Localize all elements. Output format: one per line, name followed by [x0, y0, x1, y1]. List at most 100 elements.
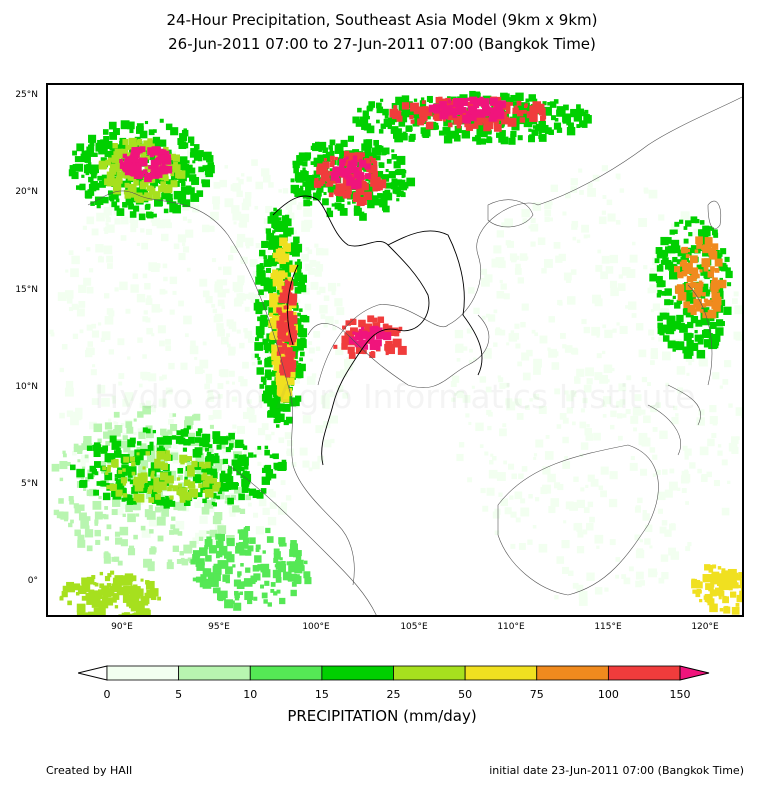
precip-cell	[165, 495, 169, 500]
precip-cell	[504, 218, 513, 228]
precip-cell	[702, 225, 710, 233]
precip-cell	[690, 250, 698, 258]
precip-cell	[73, 583, 81, 591]
precip-cell	[90, 369, 97, 376]
precip-cell	[83, 164, 93, 174]
precip-cell	[238, 493, 245, 501]
precip-cell	[121, 612, 128, 615]
precip-cell	[171, 435, 177, 440]
precip-cell	[177, 467, 184, 474]
precip-cell	[170, 172, 175, 177]
precip-cell	[641, 437, 651, 447]
precip-cell	[504, 382, 510, 388]
precip-cell	[218, 266, 222, 271]
precip-cell	[586, 572, 595, 581]
precip-cell	[309, 259, 317, 267]
precip-cell	[97, 438, 102, 443]
precip-cell	[317, 154, 324, 161]
precip-cell	[619, 188, 625, 193]
precip-cell	[193, 144, 200, 150]
precip-cell	[576, 124, 581, 129]
precip-cell	[280, 393, 290, 403]
precip-cell	[413, 98, 418, 102]
precip-cell	[583, 507, 590, 513]
precip-cell	[267, 411, 274, 418]
precip-cell	[136, 139, 141, 144]
precip-cell	[142, 405, 151, 415]
precip-cell	[334, 298, 343, 307]
precip-cell	[254, 353, 259, 358]
precip-cell	[602, 324, 607, 329]
precip-cell	[510, 130, 517, 138]
precip-cell	[134, 187, 143, 196]
precip-cell	[92, 444, 99, 451]
precip-cell	[685, 254, 690, 259]
precip-cell	[264, 272, 270, 279]
precip-cell	[297, 259, 301, 263]
precip-cell	[652, 303, 661, 311]
precip-cell	[275, 561, 285, 570]
precip-cell	[204, 545, 209, 550]
precip-cell	[709, 603, 718, 613]
precip-cell	[623, 577, 631, 585]
precip-cell	[475, 104, 480, 109]
precip-cell	[317, 455, 325, 463]
precip-cell	[268, 255, 273, 260]
precip-cell	[379, 198, 388, 208]
precip-cell	[224, 165, 229, 169]
precip-cell	[339, 207, 348, 216]
precip-cell	[232, 424, 237, 429]
precip-cell	[357, 107, 362, 113]
precip-cell	[717, 566, 722, 570]
precip-cell	[223, 468, 231, 476]
precip-cell	[155, 494, 161, 500]
precip-cell	[499, 382, 506, 389]
precip-cell	[159, 118, 164, 123]
precip-cell	[156, 219, 166, 229]
precip-cell	[262, 550, 266, 554]
precip-cell	[145, 451, 150, 456]
precip-cell	[86, 286, 94, 294]
precip-cell	[78, 300, 86, 308]
precip-cell	[496, 109, 503, 116]
precip-cell	[312, 192, 321, 201]
precip-cell	[219, 436, 229, 445]
precip-cell	[289, 543, 298, 552]
precip-cell	[443, 135, 453, 144]
precip-cell	[526, 349, 533, 357]
precip-cell	[696, 292, 701, 297]
lat-label-5n: 5°N	[21, 479, 38, 489]
precip-cell	[428, 99, 433, 104]
precip-cell	[420, 97, 425, 101]
precip-cell	[177, 475, 183, 481]
precip-cell	[241, 173, 245, 177]
precip-cell	[484, 120, 494, 130]
precip-cell	[202, 480, 210, 488]
precip-cell	[232, 462, 242, 472]
precip-cell	[208, 506, 215, 513]
precip-cell	[642, 510, 647, 515]
precip-cell	[105, 482, 110, 487]
precip-cell	[278, 189, 282, 193]
precip-cell	[172, 443, 178, 449]
precip-cell	[205, 447, 210, 452]
precip-cell	[289, 264, 298, 273]
precip-cell	[358, 160, 367, 168]
precip-cell	[270, 331, 276, 337]
precip-cell	[713, 574, 722, 583]
precip-cell	[292, 160, 300, 169]
colorbar-bin-0	[106, 665, 180, 681]
lat-label-15n: 15°N	[15, 285, 38, 295]
precip-cell	[158, 148, 165, 155]
precip-cell	[335, 192, 339, 197]
precip-cell	[99, 180, 106, 188]
precip-cell	[122, 468, 126, 472]
precip-cell	[132, 613, 141, 615]
precip-cell	[488, 469, 498, 479]
precip-cell	[570, 178, 578, 186]
precip-cell	[242, 361, 249, 369]
precip-cell	[180, 181, 186, 187]
precip-cell	[587, 182, 593, 188]
precip-cell	[75, 305, 80, 309]
precip-cell	[63, 517, 69, 522]
